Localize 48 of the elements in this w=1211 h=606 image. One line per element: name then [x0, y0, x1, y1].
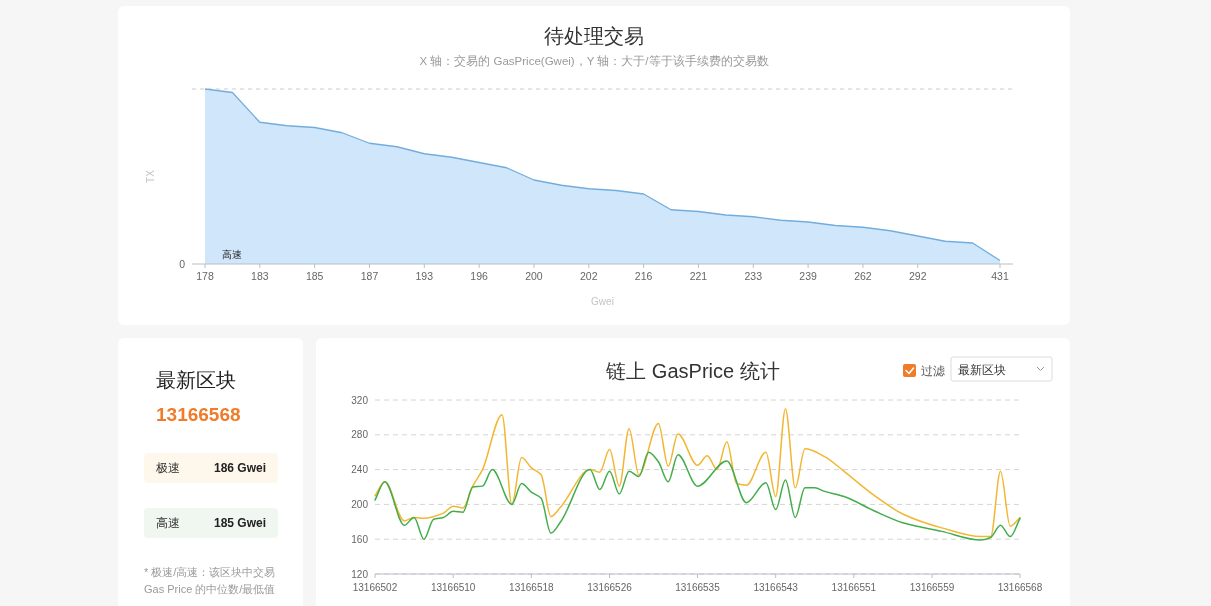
x-tick-label: 13166559: [909, 582, 955, 593]
chart-title: 待处理交易: [544, 25, 644, 47]
x-tick-label: 216: [634, 270, 653, 282]
y-tick-label: 120: [351, 568, 369, 580]
x-tick-label: 185: [305, 270, 324, 282]
x-tick-label: 13166568: [997, 582, 1043, 593]
x-tick-label: 196: [470, 270, 489, 282]
y-tick-label: 320: [351, 394, 369, 406]
y-tick-label: 160: [351, 533, 369, 545]
x-tick-label: 233: [744, 270, 763, 282]
x-tick-label: 193: [415, 270, 434, 282]
x-tick-label: 13166518: [509, 582, 555, 593]
x-axis-title: Gwei: [591, 296, 614, 307]
y-tick-label: 200: [351, 498, 369, 510]
text: 过滤: [921, 363, 945, 378]
category-label: 极速: [155, 461, 180, 475]
category-label: 高速: [156, 516, 180, 530]
text: 13166568: [156, 404, 241, 425]
x-tick-label: 431: [991, 270, 1009, 282]
x-tick-label: 183: [251, 270, 269, 282]
x-tick-label: 292: [908, 270, 927, 282]
text: 185 Gwei: [213, 516, 266, 530]
x-tick-label: 262: [854, 270, 872, 282]
text: 186 Gwei: [213, 461, 266, 475]
annotation: 高速: [222, 249, 243, 260]
text: * 极速/高速：该区块中交易 Gas Price 的中位数/最低值: [144, 566, 276, 595]
line-series: [374, 407, 1021, 538]
x-tick-label: 13166502: [352, 582, 398, 593]
text: 最新区块: [156, 369, 236, 391]
x-tick-label: 13166510: [430, 582, 476, 593]
x-tick-label: 202: [580, 270, 598, 282]
x-tick-label: 13166551: [831, 582, 877, 593]
x-tick-label: 178: [196, 270, 214, 282]
text: 0: [179, 257, 186, 270]
x-tick-label: 221: [689, 270, 708, 282]
line-series: [374, 451, 1021, 541]
y-axis-title: TX: [145, 169, 156, 183]
x-tick-label: 13166543: [753, 582, 799, 593]
y-tick-label: 280: [351, 429, 369, 441]
chart-title: 链上 GasPrice 统计: [605, 360, 780, 382]
x-tick-label: 187: [360, 270, 379, 282]
text: 最新区块: [958, 362, 1006, 376]
x-tick-label: 13166526: [587, 582, 633, 593]
chart-subtitle: X 轴：交易的 GasPrice(Gwei)，Y 轴：大于/等于该手续费的交易数: [419, 54, 769, 67]
y-tick-label: 240: [351, 464, 369, 476]
x-tick-label: 200: [525, 270, 543, 282]
x-tick-label: 239: [799, 270, 818, 282]
x-tick-label: 13166535: [675, 582, 721, 593]
